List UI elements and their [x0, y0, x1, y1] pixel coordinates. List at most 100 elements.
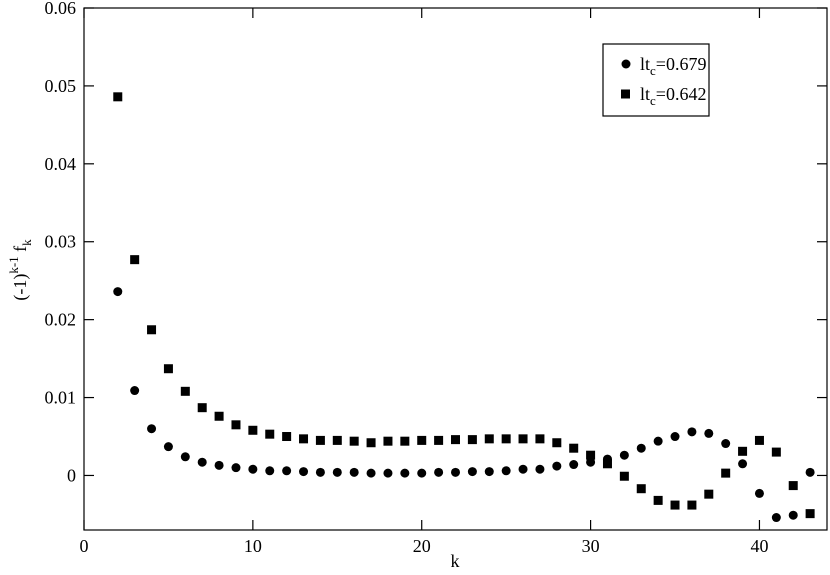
- point: [704, 428, 714, 438]
- point: [231, 463, 241, 473]
- point: [501, 466, 511, 476]
- y-tick-label: 0.05: [45, 76, 77, 96]
- point: [113, 92, 123, 102]
- point: [265, 466, 275, 476]
- point: [518, 464, 528, 474]
- point: [738, 446, 748, 456]
- x-tick-label: 0: [80, 536, 89, 556]
- point: [231, 420, 241, 430]
- point: [788, 481, 798, 491]
- point: [687, 500, 697, 510]
- point: [197, 457, 207, 467]
- point: [535, 434, 545, 444]
- point: [417, 435, 427, 445]
- point: [130, 386, 140, 396]
- point: [569, 460, 579, 470]
- point: [467, 467, 477, 477]
- point: [721, 468, 731, 478]
- point: [552, 438, 562, 448]
- point: [434, 435, 444, 445]
- point: [451, 435, 460, 445]
- point: [383, 468, 393, 478]
- point: [619, 450, 629, 460]
- point: [721, 439, 731, 449]
- point: [417, 468, 427, 478]
- point: [670, 500, 680, 510]
- point: [349, 467, 359, 477]
- point: [299, 434, 309, 444]
- y-axis-label: (-1)k-1 fk: [6, 239, 34, 301]
- point: [180, 452, 190, 462]
- point: [366, 438, 376, 448]
- point: [518, 434, 528, 444]
- plot-frame: [83, 7, 828, 531]
- point: [265, 429, 275, 439]
- y-tick-label: 0.01: [45, 388, 77, 408]
- point: [248, 464, 258, 474]
- point: [282, 432, 292, 442]
- point: [653, 495, 663, 505]
- point: [535, 464, 545, 474]
- point: [400, 436, 410, 446]
- point: [602, 459, 612, 469]
- y-tick-label: 0.03: [45, 232, 77, 252]
- point: [451, 467, 460, 477]
- point: [754, 488, 764, 498]
- point: [754, 435, 764, 445]
- point: [315, 435, 325, 445]
- point: [332, 435, 342, 445]
- point: [636, 443, 646, 453]
- point: [619, 471, 629, 481]
- point: [484, 434, 494, 444]
- point: [315, 467, 325, 477]
- point: [214, 411, 224, 421]
- point: [670, 432, 680, 442]
- point: [805, 509, 815, 519]
- x-tick-label: 30: [582, 536, 600, 556]
- x-tick-label: 20: [413, 536, 431, 556]
- point: [653, 436, 663, 446]
- point: [180, 386, 190, 396]
- y-tick-label: 0.06: [45, 0, 77, 18]
- legend-label: ltc=0.679: [640, 54, 706, 78]
- point: [501, 434, 511, 444]
- point: [400, 468, 410, 478]
- point: [687, 427, 697, 437]
- point: [366, 468, 376, 478]
- point: [586, 450, 596, 460]
- point: [467, 435, 477, 445]
- legend-box: [602, 43, 710, 117]
- point: [569, 443, 579, 453]
- point: [771, 447, 781, 457]
- legend-marker: [621, 59, 631, 69]
- x-axis-label: k: [451, 551, 460, 571]
- point: [349, 436, 359, 446]
- point: [383, 436, 393, 446]
- point: [282, 466, 292, 476]
- point: [113, 287, 123, 297]
- point: [147, 424, 157, 434]
- point: [484, 467, 494, 477]
- point: [248, 425, 258, 435]
- point: [163, 442, 173, 452]
- legend-marker: [621, 89, 630, 99]
- point: [788, 510, 798, 520]
- point: [197, 403, 207, 413]
- point: [805, 467, 815, 477]
- point: [434, 467, 444, 477]
- point: [147, 325, 157, 335]
- x-tick-label: 10: [244, 536, 262, 556]
- point: [704, 489, 714, 499]
- point: [636, 484, 646, 494]
- point: [299, 467, 309, 477]
- x-tick-label: 40: [750, 536, 768, 556]
- y-tick-label: 0.04: [45, 154, 77, 174]
- point: [552, 461, 562, 471]
- point: [586, 457, 596, 467]
- y-tick-label: 0.02: [45, 310, 77, 330]
- y-tick-label: 0: [67, 465, 76, 485]
- point: [738, 459, 748, 469]
- point: [332, 467, 342, 477]
- legend-label: ltc=0.642: [640, 84, 706, 108]
